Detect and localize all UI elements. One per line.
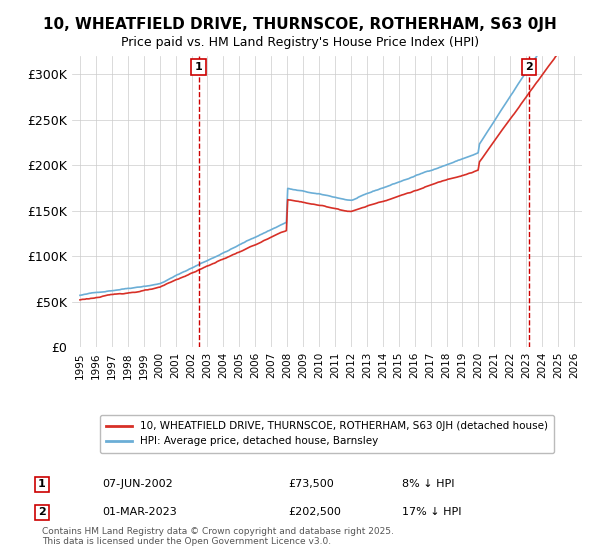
Text: £202,500: £202,500 xyxy=(288,507,341,517)
Text: 01-MAR-2023: 01-MAR-2023 xyxy=(102,507,177,517)
Text: 1: 1 xyxy=(194,62,202,72)
Text: 1: 1 xyxy=(38,479,46,489)
Legend: 10, WHEATFIELD DRIVE, THURNSCOE, ROTHERHAM, S63 0JH (detached house), HPI: Avera: 10, WHEATFIELD DRIVE, THURNSCOE, ROTHERH… xyxy=(100,415,554,452)
Text: Price paid vs. HM Land Registry's House Price Index (HPI): Price paid vs. HM Land Registry's House … xyxy=(121,36,479,49)
Text: 2: 2 xyxy=(38,507,46,517)
Text: £73,500: £73,500 xyxy=(288,479,334,489)
Text: 07-JUN-2002: 07-JUN-2002 xyxy=(102,479,173,489)
Text: Contains HM Land Registry data © Crown copyright and database right 2025.
This d: Contains HM Land Registry data © Crown c… xyxy=(42,526,394,546)
Text: 8% ↓ HPI: 8% ↓ HPI xyxy=(402,479,455,489)
Text: 17% ↓ HPI: 17% ↓ HPI xyxy=(402,507,461,517)
Text: 2: 2 xyxy=(525,62,533,72)
Text: 10, WHEATFIELD DRIVE, THURNSCOE, ROTHERHAM, S63 0JH: 10, WHEATFIELD DRIVE, THURNSCOE, ROTHERH… xyxy=(43,17,557,32)
